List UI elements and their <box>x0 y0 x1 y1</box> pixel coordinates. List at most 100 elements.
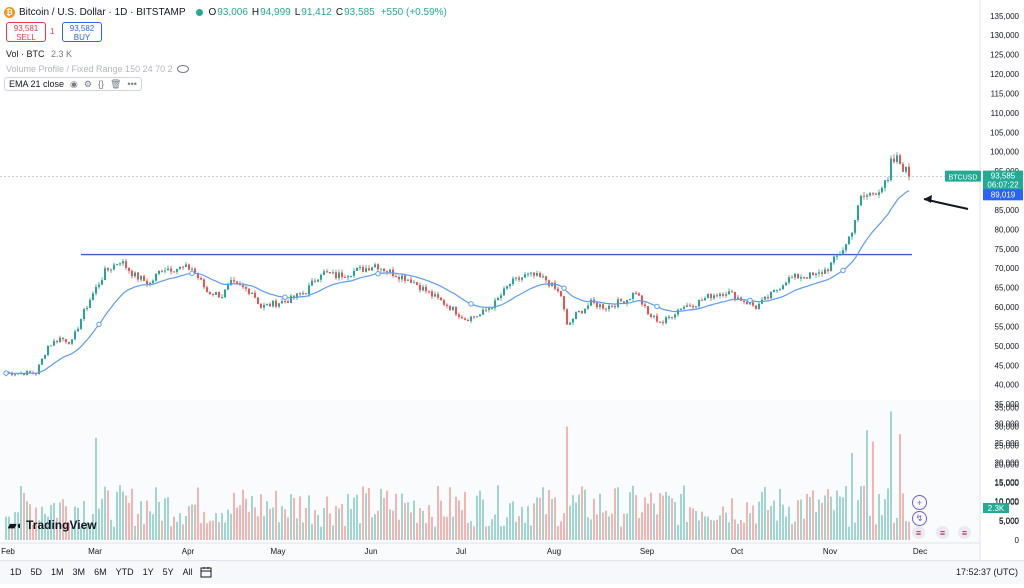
flag-icon[interactable]: ≡ <box>912 526 925 539</box>
timeframe-1y[interactable]: 1Y <box>142 567 154 577</box>
candle-body <box>755 305 757 309</box>
volume-profile-legend[interactable]: Volume Profile / Fixed Range 150 24 70 2 <box>6 64 189 74</box>
candle-body <box>254 292 256 298</box>
candle-body <box>905 166 907 172</box>
candle-body <box>497 298 499 301</box>
utc-clock[interactable]: 17:52:37 (UTC) <box>955 567 1018 577</box>
candle-body <box>581 310 583 314</box>
volume-bar <box>398 519 400 540</box>
volume-bar <box>146 500 148 540</box>
braces-icon[interactable]: {} <box>97 79 104 89</box>
volume-bar <box>725 512 727 540</box>
last-price-tag[interactable] <box>983 170 1023 191</box>
volume-bar <box>704 516 706 540</box>
timeframe-ytd[interactable]: YTD <box>115 567 134 577</box>
candle-body <box>779 289 781 291</box>
volume-bar <box>326 496 328 540</box>
ema-line[interactable] <box>5 190 910 375</box>
timeframe-1m[interactable]: 1M <box>51 567 64 577</box>
volume-bar <box>275 490 277 540</box>
candle-body <box>788 277 790 283</box>
volume-bar <box>461 510 463 540</box>
candle-body <box>785 282 787 286</box>
candle-body <box>419 284 421 291</box>
sell-button[interactable]: 93,581 SELL <box>6 22 46 42</box>
timeframe-5y[interactable]: 5Y <box>162 567 174 577</box>
symbol-title[interactable]: Bitcoin / U.S. Dollar · 1D · BITSTAMP <box>19 6 186 18</box>
candle-body <box>872 193 874 195</box>
timeframe-5d[interactable]: 5D <box>30 567 43 577</box>
candle-body <box>560 291 562 297</box>
y-tick-label: 85,000 <box>995 206 1020 215</box>
timeframe-1d[interactable]: 1D <box>10 567 22 577</box>
timeframe-all[interactable]: All <box>182 567 193 577</box>
candle-body <box>578 310 580 313</box>
tradingview-logo[interactable]: ▰◖ TradingView <box>8 518 97 532</box>
flag-icon[interactable]: ≡ <box>958 526 971 539</box>
volume-bar <box>17 512 19 540</box>
candle-body <box>665 317 667 324</box>
x-tick-label: May <box>270 547 285 556</box>
candle-body <box>143 276 145 281</box>
volume-bar <box>74 506 76 540</box>
candle-body <box>692 305 694 308</box>
candle-body <box>800 277 802 279</box>
symbol-tag[interactable] <box>945 170 981 182</box>
volume-bar <box>896 517 898 540</box>
candle-body <box>347 276 349 278</box>
timeframe-6m[interactable]: 6M <box>94 567 107 577</box>
candle-body <box>215 292 217 295</box>
volume-bar <box>317 514 319 540</box>
ema-value-tag[interactable] <box>983 189 1023 201</box>
volume-bar <box>245 498 247 540</box>
add-button[interactable]: + <box>912 495 927 510</box>
candle-body <box>131 270 133 277</box>
more-icon[interactable]: ••• <box>127 79 137 89</box>
candle-body <box>434 294 436 297</box>
buy-button[interactable]: 93,582 BUY <box>62 22 102 42</box>
volume-bar <box>479 490 481 540</box>
eye-icon[interactable] <box>176 65 189 73</box>
volume-bar <box>422 510 424 540</box>
volume-bar <box>572 495 574 540</box>
y-tick-label: 130,000 <box>990 31 1019 40</box>
candle-body <box>236 281 238 284</box>
y-tick-label: 35,000 <box>995 400 1020 409</box>
volume-bar <box>773 500 775 540</box>
candle-body <box>689 305 691 307</box>
candle-body <box>203 279 205 288</box>
candle-body <box>191 268 193 270</box>
calendar-icon[interactable] <box>200 566 212 578</box>
volume-bar <box>278 522 280 540</box>
lightning-icon[interactable]: ↯ <box>912 511 927 526</box>
gear-icon[interactable]: ⚙ <box>83 78 92 89</box>
close-label: C <box>335 6 344 18</box>
candle-body <box>308 285 310 295</box>
candle-body <box>587 305 589 309</box>
flag-icon[interactable]: ≡ <box>936 526 949 539</box>
volume-bar <box>14 512 16 540</box>
candle-body <box>620 299 622 302</box>
trash-icon[interactable]: 🗑 <box>109 78 122 89</box>
candle-body <box>887 180 889 182</box>
volume-bar <box>116 491 118 540</box>
volume-bar <box>905 521 907 540</box>
volume-bar <box>833 510 835 540</box>
low-label: L <box>294 6 301 18</box>
volume-bar <box>506 517 508 540</box>
tradingview-logo-text: TradingView <box>26 518 97 532</box>
candle-body <box>719 293 721 296</box>
x-tick-label: Mar <box>88 547 102 556</box>
eye-icon[interactable]: ◉ <box>70 78 78 89</box>
ema-legend[interactable]: EMA 21 close ◉ ⚙ {} 🗑 ••• <box>4 77 142 91</box>
timeframe-3m[interactable]: 3M <box>72 567 86 577</box>
candle-body <box>257 297 259 304</box>
candle-body <box>767 296 769 299</box>
volume-legend[interactable]: Vol · BTC 2.3 K <box>6 49 72 59</box>
candle-body <box>479 314 481 317</box>
candle-body <box>746 301 748 305</box>
volume-bar <box>41 506 43 540</box>
candle-body <box>782 285 784 290</box>
